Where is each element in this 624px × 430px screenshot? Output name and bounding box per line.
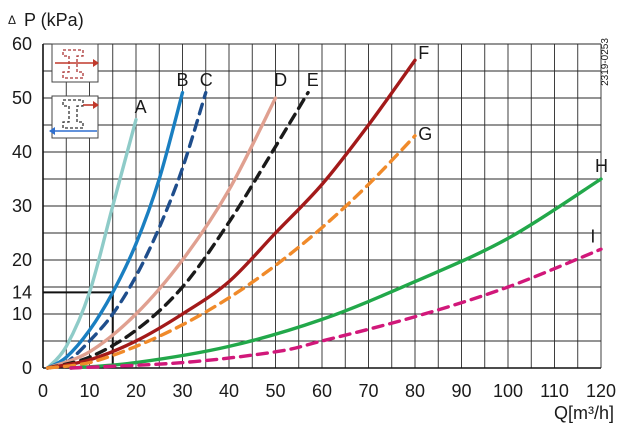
series-A-label: A: [135, 97, 147, 117]
x-tick-label: 80: [405, 381, 425, 401]
series-B-line: [45, 90, 185, 370]
y-tick-label: 20: [12, 250, 32, 270]
y-tick-label: 50: [12, 88, 32, 108]
series-G-label: G: [418, 124, 432, 144]
series-group: [45, 58, 603, 370]
y-tick-label: 30: [12, 196, 32, 216]
x-tick-label: 60: [312, 381, 332, 401]
x-tick-label: 20: [126, 381, 146, 401]
x-tick-label: 10: [79, 381, 99, 401]
x-tick-label: 40: [219, 381, 239, 401]
series-H-label: H: [595, 156, 608, 176]
series-A-line: [45, 117, 138, 370]
series-C-label: C: [200, 70, 213, 90]
y-tick-label: 40: [12, 142, 32, 162]
x-tick-label: 0: [38, 381, 48, 401]
x-axis-label: Q[m³/h]: [554, 403, 614, 423]
y-axis-label: P (kPa): [24, 10, 84, 30]
series-G-line: [45, 134, 417, 370]
x-tick-label: 120: [586, 381, 616, 401]
series-I-line: [69, 247, 603, 370]
y-tick-label: 60: [12, 34, 32, 54]
y-axis-symbol: Δ: [8, 13, 16, 27]
split-flow-icon: [49, 95, 99, 139]
straight-flow-icon: [51, 43, 99, 83]
series-D-label: D: [274, 70, 287, 90]
series-F-label: F: [418, 43, 429, 63]
x-tick-label: 100: [493, 381, 523, 401]
series-E-label: E: [307, 70, 319, 90]
x-tick-label: 70: [358, 381, 378, 401]
series-F-line: [45, 58, 417, 370]
x-tick-label: 90: [451, 381, 471, 401]
x-tick-label: 110: [540, 381, 569, 401]
y-tick-label: 10: [12, 304, 32, 324]
series-B-label: B: [177, 70, 189, 90]
series-D-line: [45, 96, 278, 370]
tick-labels: 0 10 20 30 40 50 60 70 80 90 100 110 120010142030405…: [12, 34, 616, 401]
x-tick-label: 30: [172, 381, 192, 401]
x-tick-label: 50: [265, 381, 285, 401]
series-H-line: [69, 177, 603, 370]
axes: [42, 44, 601, 369]
series-I-label: I: [590, 226, 595, 246]
y-tick-label: 0: [22, 358, 32, 378]
series-E-line: [45, 90, 310, 370]
y-tick-label: 14: [12, 282, 32, 302]
document-id: 2319-0253: [600, 38, 611, 86]
series-labels: A B C D E F G H I: [135, 43, 608, 247]
